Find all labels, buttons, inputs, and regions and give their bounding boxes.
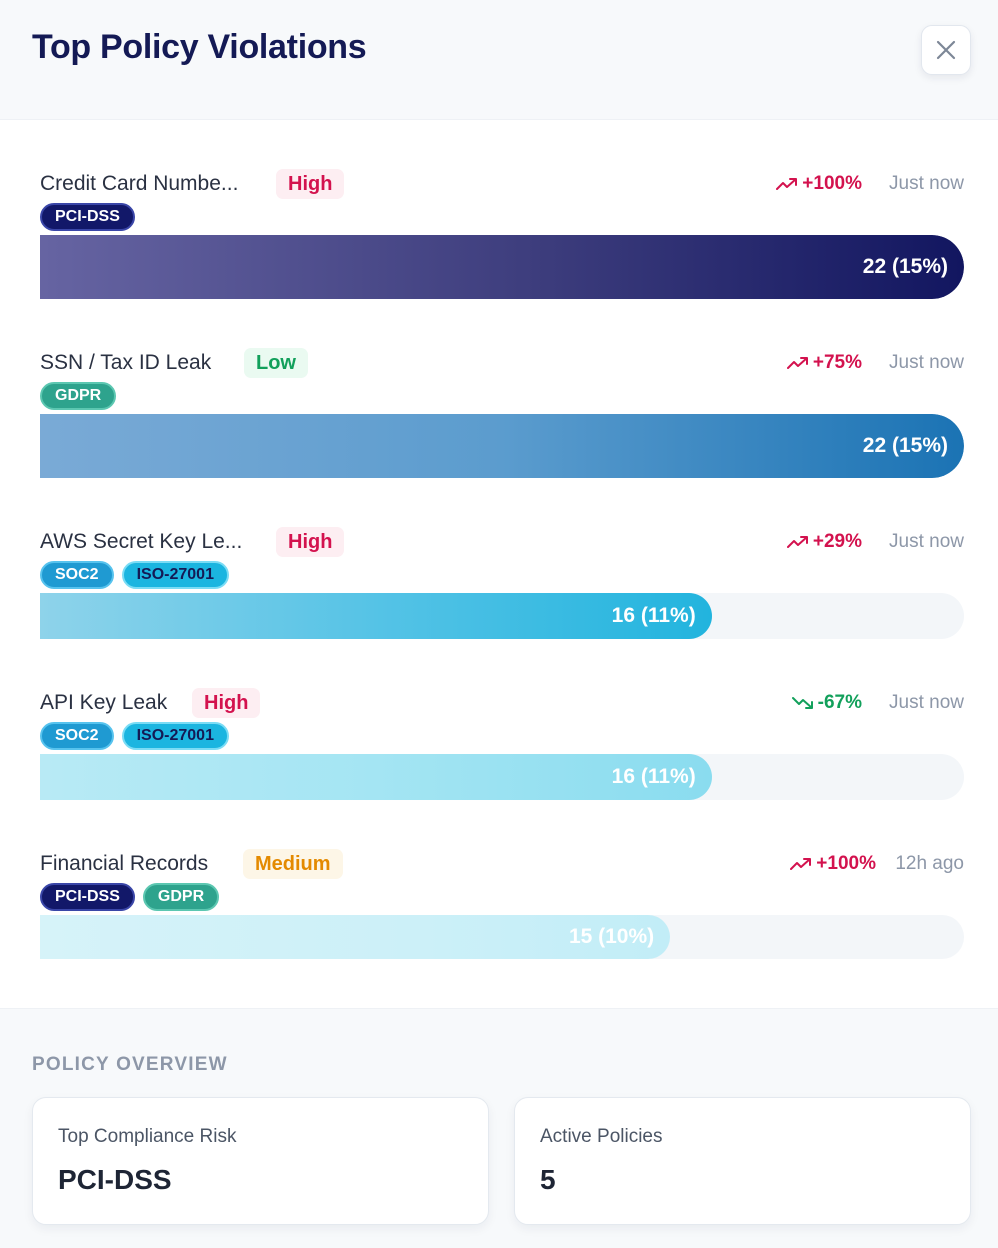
timestamp: Just now <box>889 692 964 713</box>
panel-header: Top Policy Violations <box>0 0 998 120</box>
tag-gdpr[interactable]: GDPR <box>142 883 220 911</box>
bar-value-label: 22 (15%) <box>862 255 948 278</box>
card-label: Active Policies <box>540 1126 663 1147</box>
severity-badge: High <box>276 169 345 199</box>
violation-name: Financial Records <box>40 852 209 875</box>
tag-iso-27001[interactable]: ISO-27001 <box>121 561 229 589</box>
panel-title: Top Policy Violations <box>32 28 367 66</box>
compliance-tags: PCI-DSS <box>40 203 135 231</box>
tag-soc2[interactable]: SOC2 <box>40 722 114 750</box>
violation-bar-fill: 16 (11%) <box>40 754 712 800</box>
timestamp: 12h ago <box>895 853 964 874</box>
trend-indicator: +29% <box>786 531 862 553</box>
bar-value-label: 15 (10%) <box>568 925 655 948</box>
trend-value: +100% <box>802 173 862 194</box>
violation-name: SSN / Tax ID Leak <box>40 351 212 374</box>
compliance-tags: SOC2 ISO-27001 <box>40 561 229 589</box>
card-value: 5 <box>540 1164 556 1195</box>
trend-value: +100% <box>816 853 876 874</box>
violation-name: API Key Leak <box>40 691 168 714</box>
card-value: PCI-DSS <box>58 1164 172 1195</box>
bar-value-label: 16 (11%) <box>611 765 696 788</box>
timestamp: Just now <box>889 531 964 552</box>
tag-pci-dss[interactable]: PCI-DSS <box>40 883 135 911</box>
timestamp: Just now <box>889 173 964 194</box>
compliance-tags: GDPR <box>40 382 117 410</box>
bar-value-label: 22 (15%) <box>862 434 948 457</box>
severity-badge: Medium <box>243 849 343 879</box>
bar-value-label: 16 (11%) <box>611 604 696 627</box>
violation-bar-fill: 22 (15%) <box>40 235 964 299</box>
policy-overview: POLICY OVERVIEW Top Compliance Risk PCI-… <box>0 1008 998 1248</box>
violation-name: AWS Secret Key Le... <box>40 530 243 553</box>
trend-up-icon <box>786 536 808 548</box>
close-button[interactable] <box>921 25 971 75</box>
trend-up-icon <box>786 357 808 369</box>
trend-up-icon <box>790 858 812 870</box>
tag-soc2[interactable]: SOC2 <box>40 561 114 589</box>
trend-indicator: +100% <box>776 173 862 195</box>
trend-value: +75% <box>812 352 862 373</box>
severity-badge: Low <box>244 348 308 378</box>
severity-badge: High <box>192 688 261 718</box>
overview-title: POLICY OVERVIEW <box>32 1054 228 1075</box>
trend-indicator: +100% <box>790 853 876 875</box>
trend-indicator: -67% <box>791 692 862 714</box>
trend-value: +29% <box>812 531 862 552</box>
violation-bar-track: 16 (11%) <box>40 593 964 639</box>
violation-bar-fill: 16 (11%) <box>40 593 712 639</box>
top-compliance-risk-card[interactable]: Top Compliance Risk PCI-DSS <box>32 1097 489 1225</box>
trend-down-icon <box>791 697 813 709</box>
card-label: Top Compliance Risk <box>58 1126 237 1147</box>
active-policies-card[interactable]: Active Policies 5 <box>514 1097 971 1225</box>
close-icon <box>936 40 956 60</box>
violation-name: Credit Card Numbe... <box>40 172 239 195</box>
trend-up-icon <box>776 178 798 190</box>
compliance-tags: SOC2 ISO-27001 <box>40 722 229 750</box>
timestamp: Just now <box>889 352 964 373</box>
tag-gdpr[interactable]: GDPR <box>40 382 117 410</box>
tag-iso-27001[interactable]: ISO-27001 <box>121 722 229 750</box>
violation-bar-fill: 15 (10%) <box>40 915 671 959</box>
severity-badge: High <box>276 527 345 557</box>
tag-pci-dss[interactable]: PCI-DSS <box>40 203 135 231</box>
trend-indicator: +75% <box>786 352 862 374</box>
trend-value: -67% <box>817 692 862 713</box>
violation-bar-track: 22 (15%) <box>40 414 964 478</box>
compliance-tags: PCI-DSS GDPR <box>40 883 220 911</box>
violation-bar-fill: 22 (15%) <box>40 414 964 478</box>
violation-bar-track: 16 (11%) <box>40 754 964 800</box>
violation-bar-track: 15 (10%) <box>40 915 964 959</box>
violation-bar-track: 22 (15%) <box>40 235 964 299</box>
